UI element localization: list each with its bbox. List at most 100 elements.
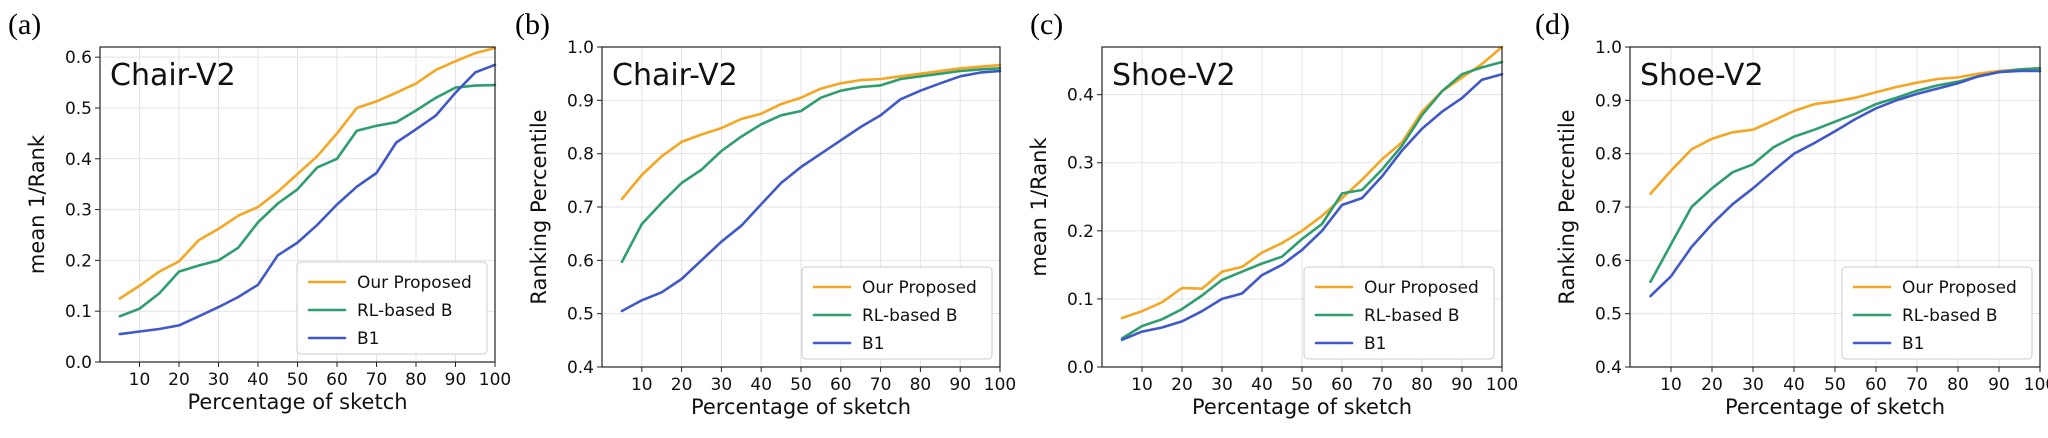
y-tick-label: 0.4 <box>1595 358 1622 378</box>
legend-label: RL-based B <box>1902 306 1998 326</box>
y-tick-label: 0.3 <box>65 201 92 221</box>
legend-label: B1 <box>862 334 884 354</box>
y-tick-label: 0.2 <box>65 251 92 271</box>
y-tick-label: 0.5 <box>567 305 594 325</box>
x-axis-label: Percentage of sketch <box>187 390 407 414</box>
y-axis-label: Ranking Percentile <box>1555 109 1579 304</box>
legend-label: Our Proposed <box>357 273 472 293</box>
plot-area: 10 20 30 40 50 60 70 80 90 100 0.0 0.1 0.2 0.3 0.4 <box>1067 45 1518 395</box>
y-tick-label: 0.6 <box>1595 251 1622 271</box>
x-tick-label: 40 <box>1251 375 1273 395</box>
series-line-2 <box>1120 60 1504 340</box>
chart-title: Shoe-V2 <box>1112 58 1236 93</box>
legend-box <box>1303 266 1495 360</box>
legend-label: Our Proposed <box>1364 278 1479 298</box>
x-tick-label: 20 <box>1171 375 1193 395</box>
panel-d: 10 20 30 40 50 60 70 80 90 100 0.4 0.5 0.6 0.7 0.8 0.9 1… <box>1535 8 2048 419</box>
panel-b: 10 20 30 40 50 60 70 80 90 100 0.4 0.5 0.6 0.7 0.8 0.9 1… <box>515 8 1016 419</box>
legend-box <box>1841 266 2033 360</box>
y-tick-label: 0.8 <box>1595 145 1622 165</box>
x-tick-label: 50 <box>1291 375 1313 395</box>
x-tick-label: 20 <box>671 375 693 395</box>
x-tick-label: 20 <box>168 370 190 390</box>
x-tick-label: 70 <box>870 375 892 395</box>
legend-label: Our Proposed <box>1902 278 2017 298</box>
y-tick-label: 0.5 <box>65 99 92 119</box>
x-tick-label: 80 <box>1947 375 1969 395</box>
x-axis-label: Percentage of sketch <box>691 395 911 419</box>
legend-label: B1 <box>1364 334 1386 354</box>
x-tick-label: 100 <box>479 370 511 390</box>
x-tick-label: 90 <box>1451 375 1473 395</box>
legend-label: B1 <box>1902 334 1924 354</box>
x-tick-label: 20 <box>1701 375 1723 395</box>
y-tick-label: 0.8 <box>567 145 594 165</box>
legend-label: RL-based B <box>862 306 958 326</box>
x-tick-label: 70 <box>1906 375 1928 395</box>
y-axis-label: Ranking Percentile <box>527 109 551 304</box>
y-tick-label: 0.4 <box>65 150 92 170</box>
x-tick-label: 50 <box>1824 375 1846 395</box>
x-tick-label: 40 <box>247 370 269 390</box>
x-tick-label: 10 <box>129 370 151 390</box>
x-tick-label: 80 <box>405 370 427 390</box>
x-tick-label: 10 <box>1660 375 1682 395</box>
y-tick-label: 0.1 <box>65 302 92 322</box>
x-tick-label: 90 <box>949 375 971 395</box>
series-line-1 <box>1649 67 2042 195</box>
series-line-2 <box>620 67 1002 264</box>
y-tick-label: 0.4 <box>567 358 594 378</box>
y-tick-label: 0.4 <box>1067 86 1094 106</box>
y-tick-label: 0.6 <box>567 251 594 271</box>
legend-label: Our Proposed <box>862 278 977 298</box>
x-tick-label: 100 <box>2024 375 2048 395</box>
y-tick-label: 0.9 <box>1595 91 1622 111</box>
panel-letter: (d) <box>1535 8 1570 41</box>
x-tick-label: 90 <box>1988 375 2010 395</box>
x-tick-label: 90 <box>445 370 467 390</box>
y-tick-label: 0.6 <box>65 48 92 68</box>
legend-box <box>801 266 993 360</box>
y-tick-label: 0.5 <box>1595 305 1622 325</box>
panel-letter: (b) <box>515 8 550 41</box>
x-tick-label: 50 <box>790 375 812 395</box>
y-axis-label: mean 1/Rank <box>1027 137 1051 277</box>
panel-letter: (c) <box>1030 8 1063 41</box>
x-tick-label: 60 <box>326 370 348 390</box>
x-tick-label: 80 <box>910 375 932 395</box>
y-tick-label: 0.7 <box>567 198 594 218</box>
x-tick-label: 60 <box>830 375 852 395</box>
x-tick-label: 30 <box>1211 375 1233 395</box>
x-tick-label: 60 <box>1865 375 1887 395</box>
legend-label: B1 <box>357 329 379 349</box>
series-line-3 <box>1649 69 2042 298</box>
y-tick-label: 0.3 <box>1067 154 1094 174</box>
plot-area: 10 20 30 40 50 60 70 80 90 100 0.4 0.5 0.6 0.7 0.8 0.9 1… <box>1595 38 2048 395</box>
x-axis-label: Percentage of sketch <box>1725 395 1945 419</box>
legend-label: RL-based B <box>357 301 453 321</box>
plot-area: 10 20 30 40 50 60 70 80 90 100 0.4 0.5 0.6 0.7 0.8 0.9 1… <box>567 38 1016 395</box>
panel-a: 10 20 30 40 50 60 70 80 90 100 0.0 0.1 0.2 0.3 0.4 0.5 0… <box>8 8 511 414</box>
x-tick-label: 30 <box>711 375 733 395</box>
chart-title: Chair-V2 <box>110 58 236 93</box>
x-tick-label: 10 <box>1131 375 1153 395</box>
plot-area: 10 20 30 40 50 60 70 80 90 100 0.0 0.1 0.2 0.3 0.4 0.5 0… <box>65 46 511 390</box>
y-tick-label: 1.0 <box>1595 38 1622 58</box>
series-line-2 <box>118 83 497 318</box>
panel-letter: (a) <box>8 8 41 41</box>
y-axis-label: mean 1/Rank <box>25 134 49 274</box>
series-line-1 <box>620 63 1002 201</box>
chart-title: Shoe-V2 <box>1640 58 1764 93</box>
x-tick-label: 10 <box>631 375 653 395</box>
x-tick-label: 50 <box>287 370 309 390</box>
y-tick-label: 0.1 <box>1067 290 1094 310</box>
x-axis-label: Percentage of sketch <box>1192 395 1412 419</box>
x-tick-label: 80 <box>1411 375 1433 395</box>
x-tick-label: 30 <box>1742 375 1764 395</box>
y-tick-label: 0.7 <box>1595 198 1622 218</box>
series-line-3 <box>1120 72 1504 342</box>
x-tick-label: 40 <box>750 375 772 395</box>
series-line-1 <box>118 46 497 300</box>
x-tick-label: 100 <box>984 375 1016 395</box>
